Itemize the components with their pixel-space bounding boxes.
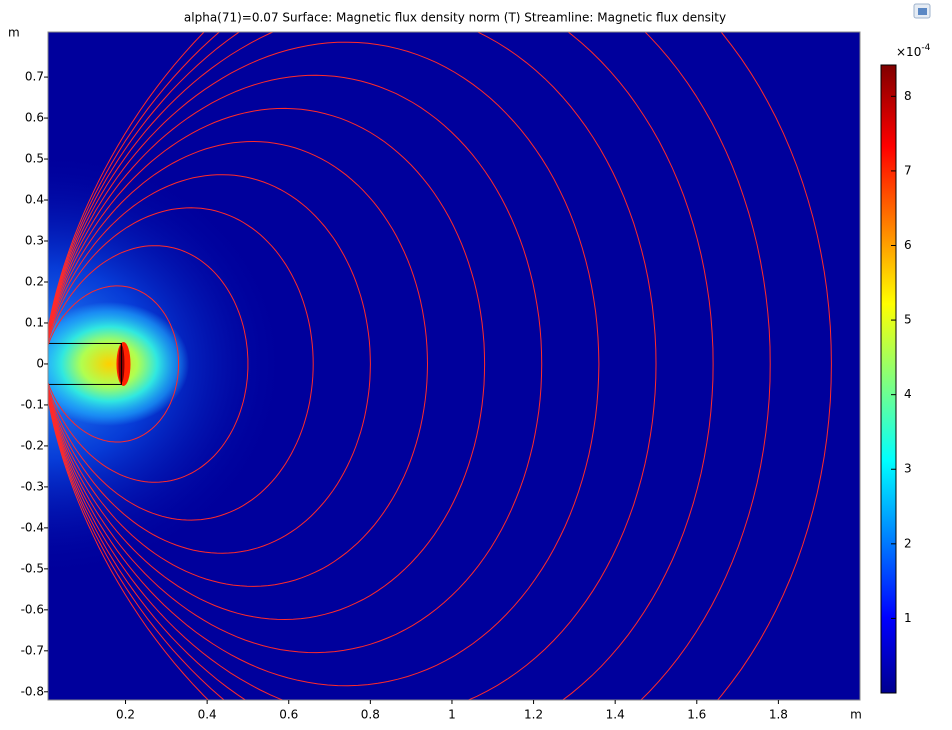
multiplier-base: ×10 [896, 45, 921, 59]
x-tick-label: 1.6 [687, 708, 706, 722]
y-tick-label: 0.5 [25, 152, 44, 166]
y-tick-label: 0.7 [25, 70, 44, 84]
colorbar-tick-label: 3 [904, 462, 912, 476]
x-tick-label: 0.6 [279, 708, 298, 722]
y-tick-label: -0.7 [21, 643, 44, 657]
y-tick-label: -0.1 [21, 397, 44, 411]
streamline [48, 32, 714, 700]
x-tick-label: 0.8 [361, 708, 380, 722]
toolbar-icon[interactable] [913, 3, 931, 19]
streamline [48, 207, 314, 521]
y-tick-label: 0.6 [25, 111, 44, 125]
colorbar-tick-label: 1 [904, 611, 912, 625]
icon-glyph [918, 8, 927, 15]
streamline [48, 41, 600, 687]
y-tick-label: -0.8 [21, 684, 44, 698]
streamline [48, 32, 771, 700]
streamline [48, 107, 486, 621]
y-tick-label: -0.5 [21, 561, 44, 575]
y-unit: m [8, 26, 20, 40]
colorbar [880, 64, 897, 694]
y-tick-label: 0 [36, 356, 44, 370]
x-tick-label: 0.4 [198, 708, 217, 722]
colorbar-tick-label: 2 [904, 536, 912, 550]
colorbar-multiplier: ×10-4 [896, 43, 931, 59]
streamline [48, 285, 180, 443]
colorbar-tick-label: 8 [904, 89, 912, 103]
streamline [48, 140, 429, 587]
colorbar-tick-label: 7 [904, 163, 912, 177]
streamline [48, 174, 371, 554]
y-tick-label: -0.2 [21, 438, 44, 452]
streamline [48, 245, 249, 483]
colorbar-tick-label: 4 [904, 387, 912, 401]
x-tick-label: 1.8 [769, 708, 788, 722]
coil-domain [48, 342, 122, 385]
x-unit: m [850, 708, 862, 722]
x-tick-label: 1.2 [524, 708, 543, 722]
colorbar-tick-label: 6 [904, 238, 912, 252]
y-tick-label: -0.4 [21, 520, 44, 534]
streamline [48, 32, 832, 700]
surface-plot [48, 32, 860, 700]
y-tick-label: -0.6 [21, 602, 44, 616]
y-tick-label: 0.4 [25, 193, 44, 207]
x-tick-label: 1 [448, 708, 456, 722]
streamline [48, 74, 543, 654]
y-tick-label: 0.2 [25, 274, 44, 288]
chart-title: alpha(71)=0.07 Surface: Magnetic flux de… [184, 11, 726, 25]
y-tick-label: 0.1 [25, 315, 44, 329]
plot-frame [47, 31, 861, 701]
multiplier-exponent: -4 [921, 43, 930, 53]
y-tick-label: -0.3 [21, 479, 44, 493]
x-tick-label: 1.4 [606, 708, 625, 722]
streamline [48, 32, 657, 700]
y-tick-label: 0.3 [25, 234, 44, 248]
colorbar-tick-label: 5 [904, 313, 912, 327]
x-tick-label: 0.2 [116, 708, 135, 722]
